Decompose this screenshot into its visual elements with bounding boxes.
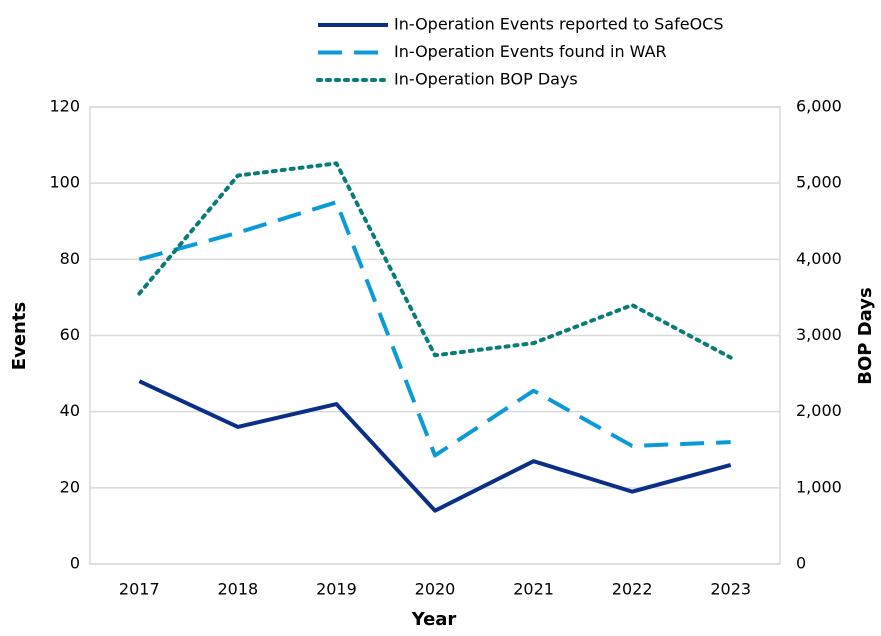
y2-tick-label: 5,000 (796, 173, 842, 192)
x-tick-label: 2018 (217, 580, 258, 599)
x-tick-label: 2020 (415, 580, 456, 599)
y2-tick-label: 3,000 (796, 325, 842, 344)
y2-axis-title: BOP Days (855, 287, 876, 384)
x-tick-label: 2017 (119, 580, 160, 599)
series-line (138, 379, 732, 513)
y-tick-label: 20 (60, 477, 80, 496)
plot-border (89, 106, 781, 565)
x-tick-label: 2019 (316, 580, 357, 599)
y-tick-label: 80 (60, 249, 80, 268)
legend-label: In-Operation Events reported to SafeOCS (394, 15, 724, 34)
y-tick-label: 120 (49, 97, 80, 116)
series-line (138, 200, 731, 458)
y-tick-label: 0 (70, 554, 80, 573)
legend-label: In-Operation BOP Days (394, 70, 578, 89)
y-axis-title: Events (9, 302, 30, 370)
x-axis-title: Year (411, 609, 457, 630)
y-tick-label: 40 (60, 401, 80, 420)
y-tick-label: 60 (60, 325, 80, 344)
x-tick-label: 2022 (612, 580, 653, 599)
y-tick-label: 100 (49, 173, 80, 192)
y2-tick-label: 0 (796, 554, 806, 573)
y2-tick-label: 6,000 (796, 97, 842, 116)
series-line (137, 161, 733, 360)
legend-label: In-Operation Events found in WAR (394, 42, 667, 61)
x-tick-label: 2023 (710, 580, 751, 599)
y2-tick-label: 2,000 (796, 401, 842, 420)
y2-tick-label: 4,000 (796, 249, 842, 268)
y2-tick-label: 1,000 (796, 477, 842, 496)
x-tick-label: 2021 (513, 580, 554, 599)
